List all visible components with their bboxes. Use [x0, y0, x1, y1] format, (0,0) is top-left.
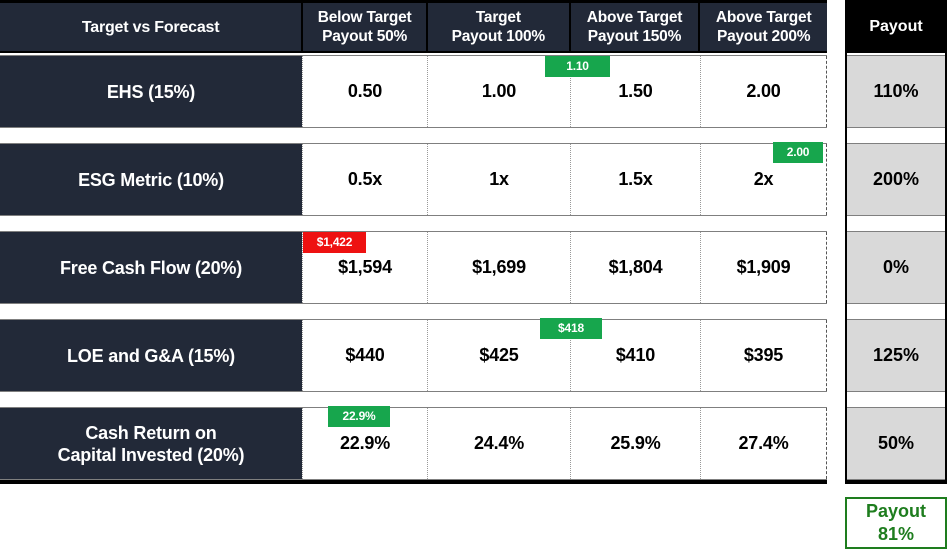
- table-row-free-cash-flow: Free Cash Flow (20%) $1,594 $1,699 $1,80…: [0, 231, 827, 304]
- table-bottom-border: [0, 480, 827, 484]
- value-cell: 1.5x: [570, 144, 700, 215]
- header-above-target-150: Above Target Payout 150%: [570, 3, 699, 51]
- metric-label: ESG Metric (10%): [0, 144, 302, 215]
- header-below-target: Below Target Payout 50%: [303, 3, 426, 51]
- payout-cell-esg: 200%: [847, 143, 945, 216]
- payout-cell-free-cash-flow: 0%: [847, 231, 945, 304]
- header-line1: Above Target: [715, 9, 812, 26]
- forecast-badge-free-cash-flow: $1,422: [303, 232, 366, 253]
- header-line2: Payout 100%: [451, 28, 546, 45]
- table-row-loe-ga: LOE and G&A (15%) $440 $425 $410 $395: [0, 319, 827, 392]
- forecast-badge-loe-ga: $418: [540, 318, 602, 339]
- metric-label: LOE and G&A (15%): [0, 320, 302, 391]
- value-cell: $1,909: [700, 232, 827, 303]
- forecast-badge-esg: 2.00: [773, 142, 823, 163]
- header-above-target-200: Above Target Payout 200%: [700, 3, 827, 51]
- payout-cell-loe-ga: 125%: [847, 319, 945, 392]
- header-line1: Below Target: [317, 9, 412, 26]
- table-header-row: Target vs Forecast Below Target Payout 5…: [0, 0, 827, 53]
- metric-label: Free Cash Flow (20%): [0, 232, 302, 303]
- value-cell: 1x: [427, 144, 570, 215]
- value-cell: 25.9%: [570, 408, 700, 479]
- header-target-vs-forecast: Target vs Forecast: [0, 3, 302, 51]
- header-line2: Payout 150%: [587, 28, 682, 45]
- header-payout: Payout: [845, 0, 947, 53]
- value-cell: $425: [427, 320, 570, 391]
- metric-label: Cash Return on Capital Invested (20%): [0, 408, 302, 479]
- value-cell: 24.4%: [427, 408, 570, 479]
- payout-column: 110% 200% 0% 125% 50%: [845, 53, 947, 484]
- forecast-badge-ehs: 1.10: [545, 56, 610, 77]
- header-line1: Target: [475, 9, 521, 26]
- payout-result-value: 81%: [877, 524, 915, 544]
- value-cell: $395: [700, 320, 827, 391]
- value-cell: 0.50: [302, 56, 427, 127]
- value-cell: 27.4%: [700, 408, 827, 479]
- table-row-cash-return: Cash Return on Capital Invested (20%) 22…: [0, 407, 827, 480]
- forecast-badge-cash-return: 22.9%: [328, 406, 390, 427]
- payout-result-box: Payout 81%: [845, 497, 947, 549]
- header-line2: Payout 50%: [322, 28, 408, 45]
- table-row-esg: ESG Metric (10%) 0.5x 1x 1.5x 2x: [0, 143, 827, 216]
- header-line1: Above Target: [586, 9, 683, 26]
- payout-cell-cash-return: 50%: [847, 407, 945, 480]
- metric-label: EHS (15%): [0, 56, 302, 127]
- table-row-ehs: EHS (15%) 0.50 1.00 1.50 2.00: [0, 55, 827, 128]
- value-cell: $1,699: [427, 232, 570, 303]
- header-line2: Payout 200%: [716, 28, 811, 45]
- value-cell: 0.5x: [302, 144, 427, 215]
- header-target: Target Payout 100%: [427, 3, 569, 51]
- payout-result-label: Payout: [865, 501, 926, 521]
- value-cell: $440: [302, 320, 427, 391]
- value-cell: 2.00: [700, 56, 827, 127]
- payout-cell-ehs: 110%: [847, 55, 945, 128]
- value-cell: $1,804: [570, 232, 700, 303]
